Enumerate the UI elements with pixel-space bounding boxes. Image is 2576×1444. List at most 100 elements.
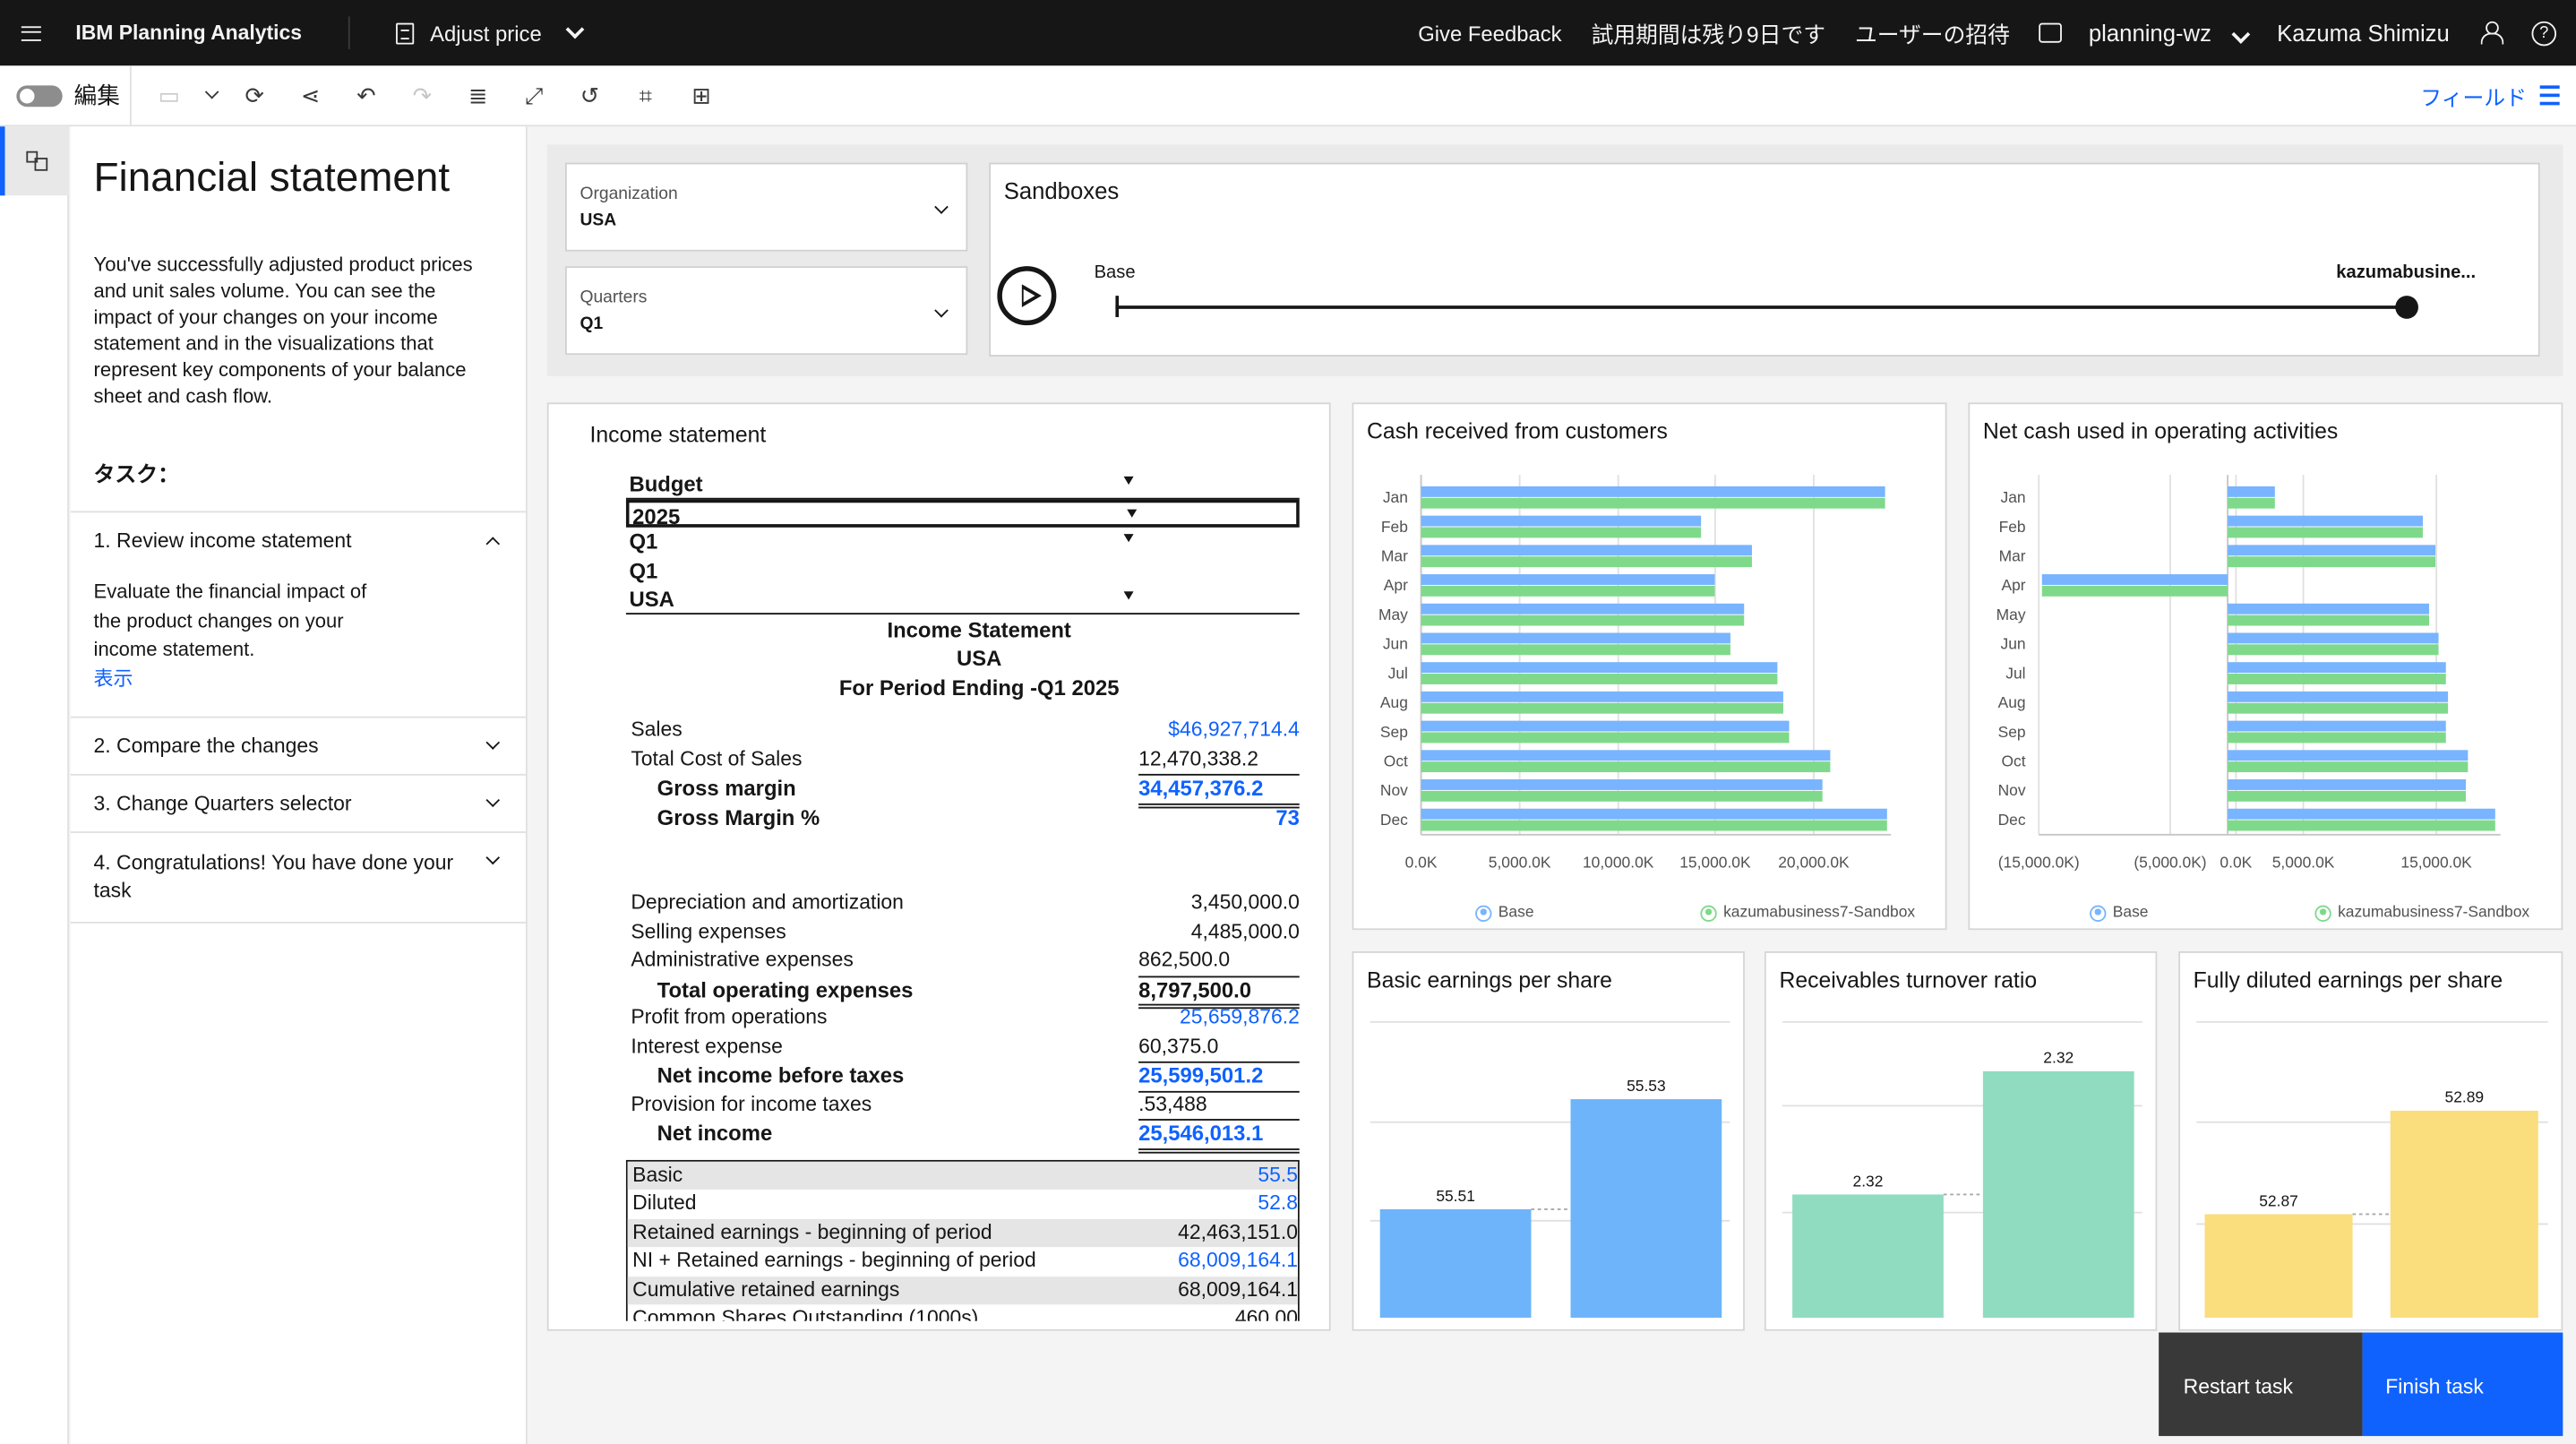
- task-item-4[interactable]: 4. Congratulations! You have done your t…: [70, 831, 526, 924]
- row-value[interactable]: 25,599,501.2: [1138, 1062, 1300, 1092]
- task-item-3[interactable]: 3. Change Quarters selector: [70, 773, 526, 831]
- row-value[interactable]: 862,500.0: [1138, 946, 1300, 977]
- y-tick-label: Aug: [1380, 693, 1408, 711]
- sandbox-slider-handle[interactable]: [2395, 296, 2418, 319]
- organization-dropdown[interactable]: Organization USA: [564, 162, 968, 252]
- tenant-selector[interactable]: planning-wz: [2089, 20, 2251, 46]
- snapshot-button[interactable]: ⌗: [639, 81, 653, 108]
- data-label: 52.89: [2445, 1088, 2485, 1106]
- row-value[interactable]: 12,470,338.2: [1138, 745, 1300, 776]
- row-value[interactable]: 460.00: [1234, 1306, 1299, 1321]
- row-value[interactable]: 25,546,013.1: [1138, 1119, 1300, 1153]
- y-tick-label: Feb: [1381, 518, 1408, 536]
- dropdown-arrow-icon: [1127, 508, 1138, 517]
- spacer: [626, 831, 1300, 889]
- show-link[interactable]: 表示: [93, 666, 133, 690]
- row-value[interactable]: 52.8: [1258, 1190, 1299, 1215]
- cash-received-chart: Jan Feb Mar Apr May Jun Jul Aug Sep Oct Nov Dec 0.0K…: [1378, 475, 1892, 871]
- undo-button[interactable]: ↶: [356, 81, 376, 108]
- y-tick-label: Jun: [2000, 635, 2025, 653]
- x-tick-label: 15,000.0K: [2400, 853, 2472, 871]
- play-icon[interactable]: [997, 266, 1057, 326]
- bar-base: [1421, 691, 1783, 702]
- row-value[interactable]: 73: [1275, 804, 1300, 829]
- legend-dot-icon: [2090, 904, 2107, 922]
- give-feedback-link[interactable]: Give Feedback: [1418, 20, 1562, 46]
- refresh-button[interactable]: ⟳: [245, 81, 265, 108]
- y-tick-label: Dec: [1380, 811, 1408, 829]
- task-item-body-text: Evaluate the financial impact of the pro…: [93, 580, 367, 661]
- save-options-chevron-icon[interactable]: [197, 65, 227, 125]
- row-value[interactable]: 68,009,164.1: [1178, 1277, 1299, 1301]
- y-tick-label: Oct: [2001, 752, 2025, 770]
- header-actions: Give Feedback 試用期間は残り9日です ユーザーの招待 planni…: [1418, 0, 2576, 65]
- y-tick-label: Apr: [1384, 576, 1408, 594]
- app-switcher[interactable]: Adjust price: [395, 20, 584, 46]
- user-icon[interactable]: [2479, 21, 2504, 45]
- legend-item-sandbox[interactable]: kazumabusiness7-Sandbox: [1700, 904, 1915, 922]
- layout-button[interactable]: ⊞: [691, 81, 711, 108]
- row-value[interactable]: 53,488.: [1138, 1090, 1300, 1121]
- save-button[interactable]: ▭: [158, 81, 181, 108]
- row-value[interactable]: 55.5: [1258, 1162, 1299, 1186]
- bar-sandbox: [2228, 761, 2469, 773]
- row-value[interactable]: 8,797,500.0: [1138, 976, 1300, 1010]
- chevron-down-icon: [485, 735, 501, 750]
- version-dropdown[interactable]: Budget: [625, 470, 1300, 499]
- legend-item-base[interactable]: Base: [2090, 903, 2149, 922]
- task-item-1[interactable]: 1. Review income statement: [70, 511, 526, 568]
- statement-row: Provision for income taxes 53,488.: [626, 1090, 1300, 1121]
- row-value[interactable]: 4,485,000.0: [1190, 919, 1300, 942]
- bar-sandbox: [1421, 820, 1887, 831]
- reset-button[interactable]: ↺: [580, 81, 600, 108]
- row-value[interactable]: 60,375.0: [1138, 1033, 1300, 1063]
- legend-dot-icon: [2314, 904, 2331, 922]
- quarters-dropdown[interactable]: Quarters Q1: [564, 266, 968, 356]
- brand-name[interactable]: IBM Planning Analytics: [63, 16, 350, 50]
- x-tick-label: 15,000.0K: [1679, 853, 1751, 871]
- app-name: Adjust price: [430, 20, 542, 46]
- row-value[interactable]: 25,659,876.2: [1179, 1005, 1300, 1029]
- legend-item-sandbox[interactable]: kazumabusiness7-Sandbox: [2314, 904, 2529, 922]
- fullscreen-button[interactable]: ⤢: [524, 81, 544, 108]
- year-dropdown[interactable]: 2025: [625, 498, 1300, 529]
- region-dropdown[interactable]: USA: [625, 585, 1300, 615]
- chevron-down-icon: [934, 303, 949, 318]
- finish-task-button[interactable]: Finish task: [2362, 1332, 2563, 1437]
- main-menu-button[interactable]: [0, 0, 63, 65]
- statement-heading-line: USA: [956, 645, 1002, 671]
- redo-button[interactable]: ↷: [412, 81, 433, 108]
- row-value[interactable]: 42,463,151.0: [1178, 1219, 1299, 1243]
- legend-item-base[interactable]: Base: [1475, 904, 1534, 922]
- chart-title: Fully diluted earnings per share: [2193, 967, 2503, 993]
- restart-task-button[interactable]: Restart task: [2159, 1332, 2363, 1437]
- fields-button[interactable]: フィールド: [2420, 80, 2560, 111]
- help-icon[interactable]: ?: [2531, 20, 2557, 46]
- edit-mode-toggle[interactable]: [16, 84, 63, 107]
- row-value[interactable]: 3,450,000.0: [1190, 890, 1300, 914]
- row-value[interactable]: $46,927,714.4: [1168, 718, 1300, 742]
- share-button[interactable]: ⋖: [300, 81, 321, 108]
- bar-base: [1421, 545, 1752, 556]
- bar-base: [1421, 750, 1831, 761]
- switch-icon[interactable]: [2039, 22, 2063, 43]
- income-statement-title: Income statement: [589, 422, 767, 447]
- statement-row: Retained earnings - beginning of period 4…: [627, 1218, 1299, 1248]
- data-label: 55.51: [1436, 1187, 1475, 1205]
- user-name[interactable]: Kazuma Shimizu: [2277, 20, 2450, 47]
- sandboxes-card: Sandboxes Base kazumabusine...: [989, 162, 2540, 357]
- sandboxes-title: Sandboxes: [1003, 177, 1120, 204]
- y-tick-label: Apr: [2001, 576, 2025, 594]
- period-dropdown[interactable]: Q1: [626, 528, 1300, 556]
- task-panel-rail-button[interactable]: [0, 126, 70, 196]
- invite-users-link[interactable]: ユーザーの招待: [1855, 22, 2010, 48]
- legend-dot-icon: [1475, 904, 1492, 922]
- row-value[interactable]: 34,457,376.2: [1138, 774, 1300, 808]
- legend-label: Base: [2112, 903, 2149, 922]
- bar-base: [2228, 779, 2466, 790]
- row-value[interactable]: 68,009,164.1: [1178, 1248, 1299, 1272]
- spread-data-button[interactable]: ≣: [468, 81, 488, 108]
- net-cash-chart: Jan Feb Mar Apr May Jun Jul Aug Sep Oct Nov Dec (15,…: [1996, 475, 2501, 871]
- chart-title: Net cash used in operating activities: [1982, 418, 2339, 444]
- task-item-2[interactable]: 2. Compare the changes: [70, 716, 526, 774]
